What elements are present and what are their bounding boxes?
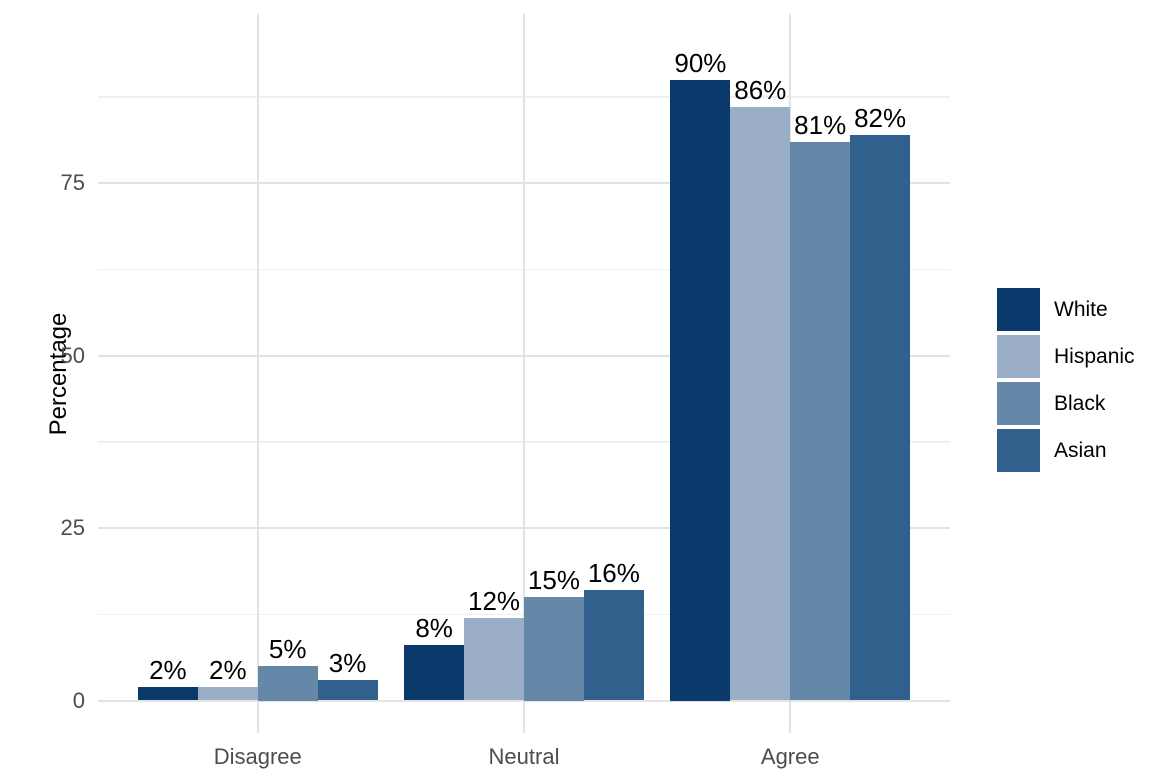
legend-label: Hispanic: [1054, 344, 1135, 368]
x-category-label: Disagree: [213, 744, 302, 769]
bar-label: 86%: [734, 75, 787, 106]
legend-label: Black: [1054, 391, 1106, 415]
bar-label: 15%: [527, 565, 580, 595]
bar-label: 2%: [149, 654, 187, 685]
bar-label: 12%: [468, 585, 521, 616]
bar-label: 8%: [415, 613, 453, 644]
legend-swatch: [997, 288, 1040, 331]
y-tick-label: 0: [72, 687, 85, 713]
y-axis-title: Percentage: [45, 312, 72, 436]
bar-hispanic-neutral: [464, 617, 524, 701]
y-tick-label: 25: [60, 515, 85, 540]
bar-white-agree: [670, 79, 731, 701]
legend-swatch: [997, 335, 1040, 378]
x-category-label: Neutral: [488, 744, 560, 769]
bar-black-neutral: [524, 597, 584, 701]
legend-label: White: [1054, 297, 1108, 321]
bar-label: 3%: [328, 647, 367, 678]
bar-label: 2%: [209, 654, 247, 685]
gridline-v-major: [256, 14, 259, 733]
y-tick-label: 75: [60, 170, 85, 195]
legend-label: Asian: [1054, 438, 1107, 462]
bar-black-disagree: [257, 666, 318, 701]
y-tick-label: 50: [60, 342, 85, 368]
bar-asian-agree: [850, 134, 911, 701]
bar-black-agree: [790, 141, 851, 701]
bar-label: 81%: [794, 109, 847, 140]
bar-hispanic-agree: [730, 107, 791, 701]
bar-hispanic-disagree: [197, 686, 258, 701]
legend-swatch: [997, 382, 1040, 425]
gridline-v-major: [523, 14, 525, 733]
bar-white-neutral: [404, 645, 465, 701]
bar-label: 5%: [268, 634, 307, 664]
bar-white-disagree: [137, 686, 198, 701]
x-category-label: Agree: [760, 744, 820, 769]
bar-label: 90%: [674, 47, 727, 78]
legend-swatch: [997, 429, 1040, 472]
bar-label: 16%: [587, 558, 640, 589]
bar-asian-neutral: [583, 590, 644, 701]
bar-label: 82%: [854, 102, 907, 133]
bar-asian-disagree: [317, 679, 378, 701]
